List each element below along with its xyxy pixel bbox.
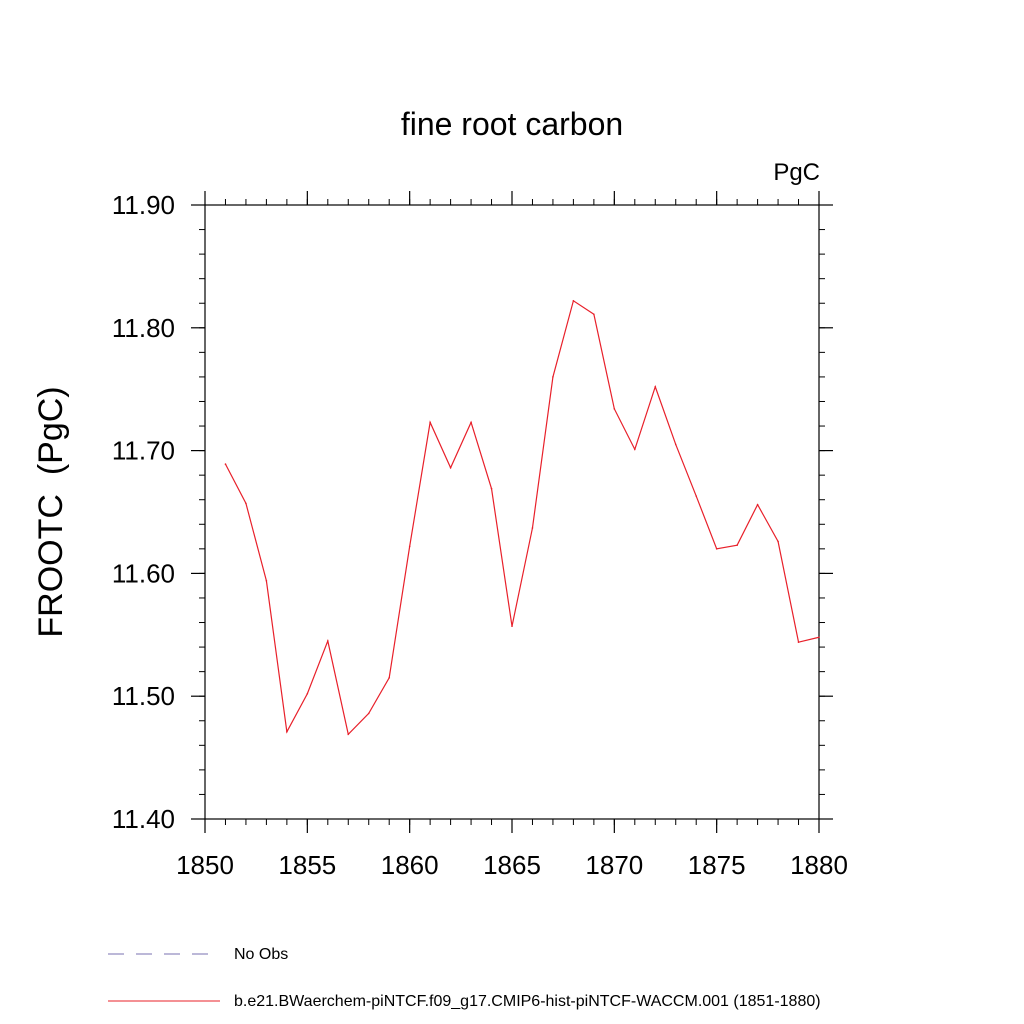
data-point: [695, 495, 697, 497]
data-point: [408, 545, 411, 548]
data-point: [613, 408, 616, 410]
data-point: [531, 527, 534, 529]
data-point: [634, 448, 636, 451]
data-point: [245, 502, 247, 505]
data-point: [593, 313, 595, 316]
data-point: [818, 636, 820, 639]
data-point: [511, 625, 513, 628]
data-point: [715, 548, 718, 550]
data-point: [327, 640, 329, 642]
y-tick-label: 11.80: [112, 313, 175, 343]
x-tick-label: 1875: [688, 850, 746, 880]
data-point: [654, 385, 657, 388]
x-tick-labels: 1850 1855 1860 1865 1870 1875 1880: [176, 850, 848, 880]
data-point: [367, 712, 370, 715]
chart-title: fine root carbon: [401, 106, 623, 142]
y-tick-label: 11.40: [112, 804, 175, 834]
series-group: [224, 299, 820, 736]
y-tick-label: 11.50: [112, 681, 175, 711]
data-point: [265, 579, 268, 582]
data-point: [429, 421, 431, 424]
plot-frame: [204, 204, 820, 820]
data-point: [306, 692, 309, 695]
x-tick-label: 1880: [790, 850, 848, 880]
data-point: [449, 466, 452, 469]
x-tick-label: 1850: [176, 850, 234, 880]
data-point: [777, 540, 779, 543]
y-tick-labels: 11.40 11.50 11.60 11.70 11.80 11.90: [112, 190, 175, 834]
data-point: [347, 733, 350, 736]
data-point: [756, 503, 759, 506]
data-point: [736, 544, 738, 546]
legend-label-model: b.e21.BWaerchem-piNTCF.f09_g17.CMIP6-his…: [234, 993, 821, 1010]
series-line: [224, 299, 820, 736]
data-point: [797, 641, 800, 643]
data-point: [286, 731, 288, 733]
data-point: [552, 376, 554, 378]
data-point: [224, 463, 227, 465]
data-point: [572, 299, 575, 302]
y-tick-label: 11.90: [112, 190, 175, 220]
y-axis-label: FROOTC (PgC): [32, 386, 70, 637]
minor-ticks: [199, 199, 825, 825]
data-point: [490, 487, 493, 490]
major-ticks: [191, 191, 833, 833]
x-tick-label: 1865: [483, 850, 541, 880]
x-tick-label: 1860: [381, 850, 439, 880]
x-tick-label: 1855: [278, 850, 336, 880]
y-tick-label: 11.70: [112, 436, 175, 466]
units-label: PgC: [773, 159, 820, 186]
data-point: [470, 421, 472, 424]
data-point: [388, 676, 391, 679]
legend-label-no-obs: No Obs: [234, 946, 288, 963]
x-tick-label: 1870: [585, 850, 643, 880]
y-tick-label: 11.60: [112, 558, 175, 588]
data-point: [674, 443, 677, 446]
